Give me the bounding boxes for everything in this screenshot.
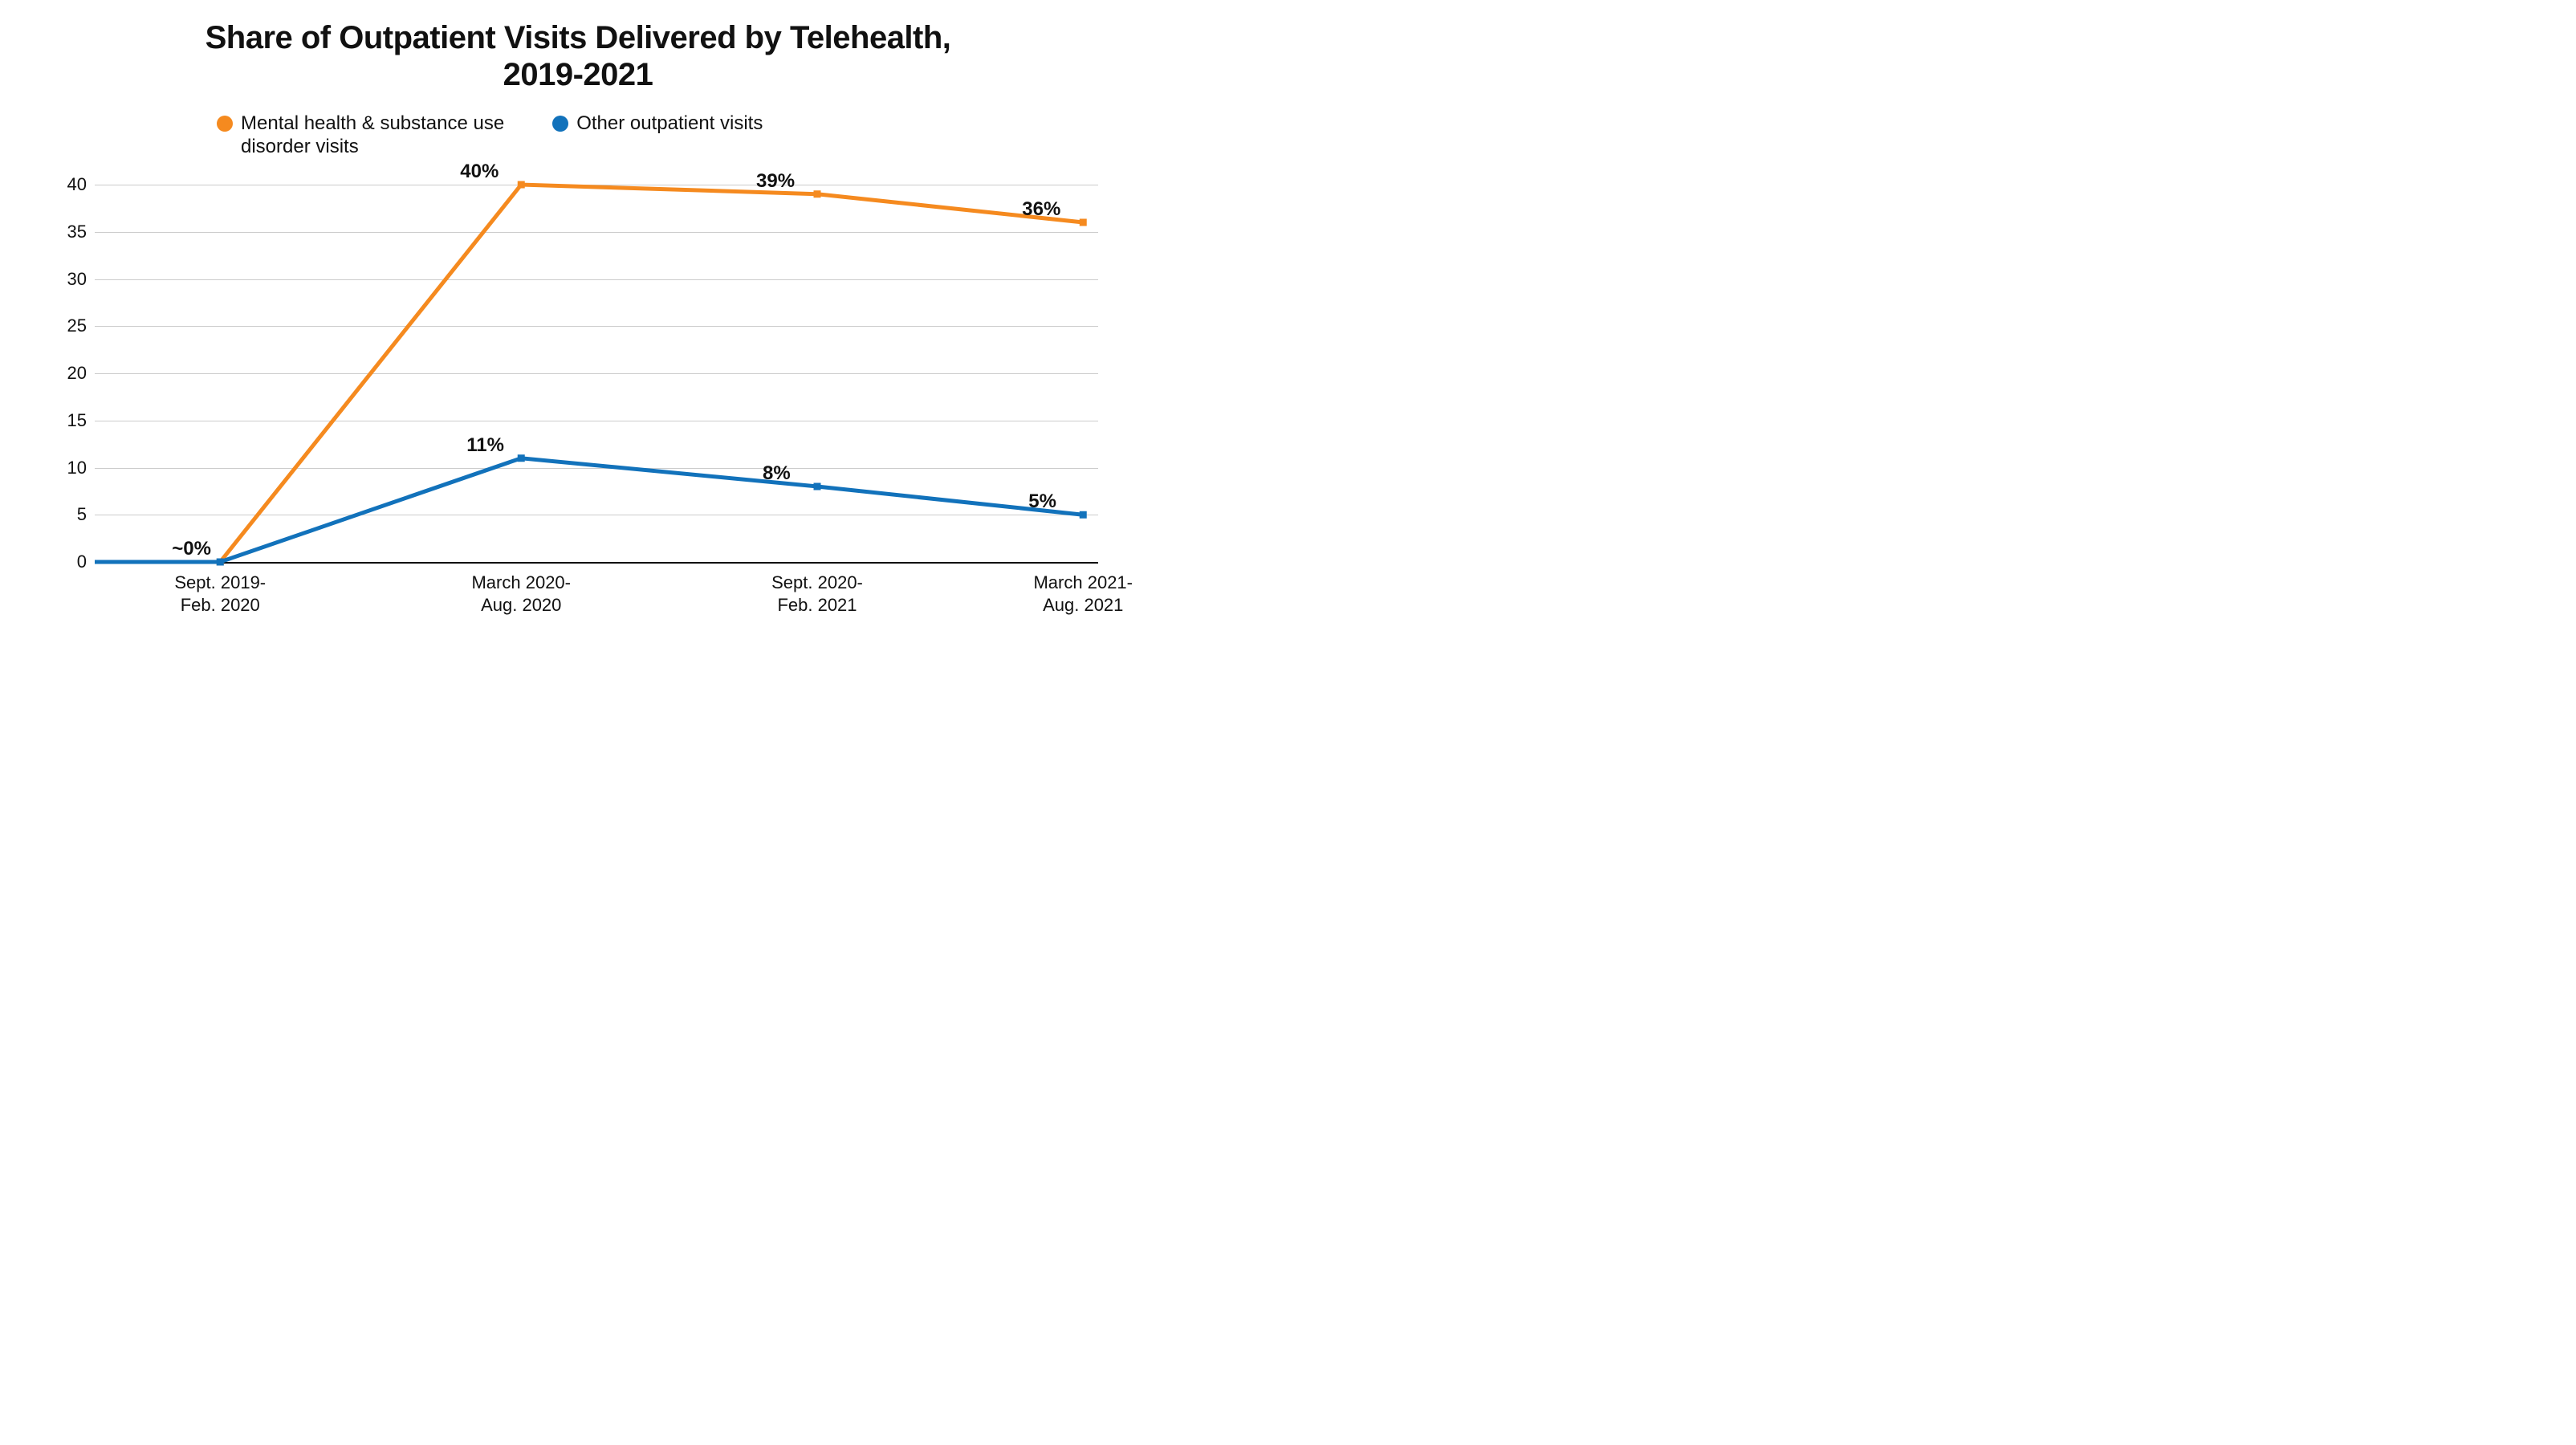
legend: Mental health & substance use disorder v… [217, 112, 763, 159]
plot-area: 0510152025303540Sept. 2019-Feb. 2020Marc… [95, 185, 1098, 562]
y-tick-label: 5 [55, 504, 87, 525]
series-marker [814, 483, 821, 490]
data-label: 36% [1022, 198, 1060, 221]
data-label: 40% [460, 161, 499, 183]
chart-container: Share of Outpatient Visits Delivered by … [0, 0, 1156, 649]
legend-label-0-line1: Mental health & substance use [241, 112, 504, 134]
x-tick-label: March 2021-Aug. 2021 [1003, 572, 1163, 616]
legend-dot-0 [217, 116, 233, 132]
x-tick-label: Sept. 2020-Feb. 2021 [737, 572, 897, 616]
y-tick-label: 0 [55, 552, 87, 572]
x-tick-label: March 2020-Aug. 2020 [441, 572, 601, 616]
series-line-0 [95, 185, 1083, 562]
series-marker [518, 454, 525, 462]
legend-label-1: Other outpatient visits [576, 112, 763, 136]
series-line-1 [95, 458, 1083, 562]
x-tick-label: Sept. 2019-Feb. 2020 [140, 572, 300, 616]
legend-label-0-line2: disorder visits [241, 136, 359, 157]
y-tick-label: 25 [55, 315, 87, 336]
legend-dot-1 [552, 116, 568, 132]
legend-label-1-line1: Other outpatient visits [576, 112, 763, 134]
y-tick-label: 20 [55, 363, 87, 384]
chart-title: Share of Outpatient Visits Delivered by … [0, 19, 1156, 93]
series-marker [518, 181, 525, 189]
y-tick-label: 15 [55, 410, 87, 431]
data-label: 5% [1028, 490, 1056, 513]
data-label: 39% [756, 170, 795, 193]
y-tick-label: 10 [55, 458, 87, 478]
legend-item-0: Mental health & substance use disorder v… [217, 112, 504, 159]
data-label: 8% [763, 462, 791, 485]
series-marker [1080, 219, 1087, 226]
chart-title-line1: Share of Outpatient Visits Delivered by … [206, 20, 951, 55]
x-axis [95, 562, 1098, 564]
y-tick-label: 35 [55, 222, 87, 242]
data-label: 11% [466, 434, 504, 457]
series-marker [814, 190, 821, 197]
y-tick-label: 30 [55, 269, 87, 290]
chart-title-line2: 2019-2021 [503, 57, 653, 92]
chart-svg [95, 185, 1098, 562]
series-marker [217, 559, 224, 566]
legend-label-0: Mental health & substance use disorder v… [241, 112, 504, 159]
series-marker [1080, 511, 1087, 519]
y-tick-label: 40 [55, 174, 87, 195]
data-label: ~0% [172, 538, 211, 560]
legend-item-1: Other outpatient visits [552, 112, 763, 136]
